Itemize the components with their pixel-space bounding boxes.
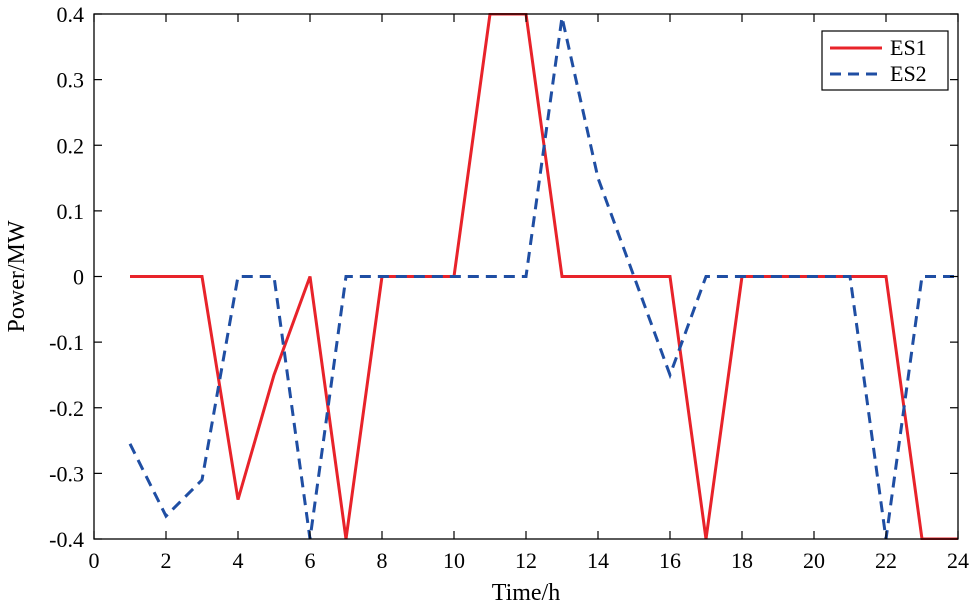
x-tick-label: 4: [233, 548, 244, 573]
legend-box: [821, 30, 949, 91]
x-tick-label: 0: [89, 548, 100, 573]
y-tick-label: -0.4: [49, 527, 84, 552]
series-layer: [128, 13, 958, 540]
x-tick-label: 10: [443, 548, 465, 573]
x-tick-label: 8: [377, 548, 388, 573]
y-tick-label: 0.1: [57, 199, 85, 224]
x-tick-label: 20: [803, 548, 825, 573]
tick-marks: [93, 13, 959, 540]
y-tick-label: -0.3: [49, 461, 84, 486]
x-tick-label: 22: [875, 548, 897, 573]
y-tick-label: -0.2: [49, 396, 84, 421]
x-tick-labels: 0 2 4 6 8 10 12 14 16 18 20 22 24: [89, 548, 970, 573]
y-tick-label: 0.3: [57, 68, 85, 93]
x-tick-label: 2: [161, 548, 172, 573]
x-axis-title: Time/h: [492, 580, 560, 606]
y-tick-labels: -0.4 -0.3 -0.2 -0.1 0 0.1 0.2 0.3 0.4: [49, 2, 84, 552]
y-tick-label: 0.4: [57, 2, 85, 27]
x-tick-label: 16: [659, 548, 681, 573]
x-tick-label: 12: [515, 548, 537, 573]
y-tick-label: -0.1: [49, 330, 84, 355]
legend-label-es1: ES1: [890, 35, 927, 60]
y-axis-title: Power/MW: [4, 220, 30, 332]
y-tick-label: 0: [73, 265, 84, 290]
y-tick-label: 0.2: [57, 133, 85, 158]
legend-label-es2: ES2: [890, 61, 927, 86]
series-line-es2: [128, 16, 958, 540]
x-tick-label: 18: [731, 548, 753, 573]
x-tick-label: 6: [305, 548, 316, 573]
x-tick-label: 14: [587, 548, 609, 573]
x-tick-label: 24: [947, 548, 969, 573]
